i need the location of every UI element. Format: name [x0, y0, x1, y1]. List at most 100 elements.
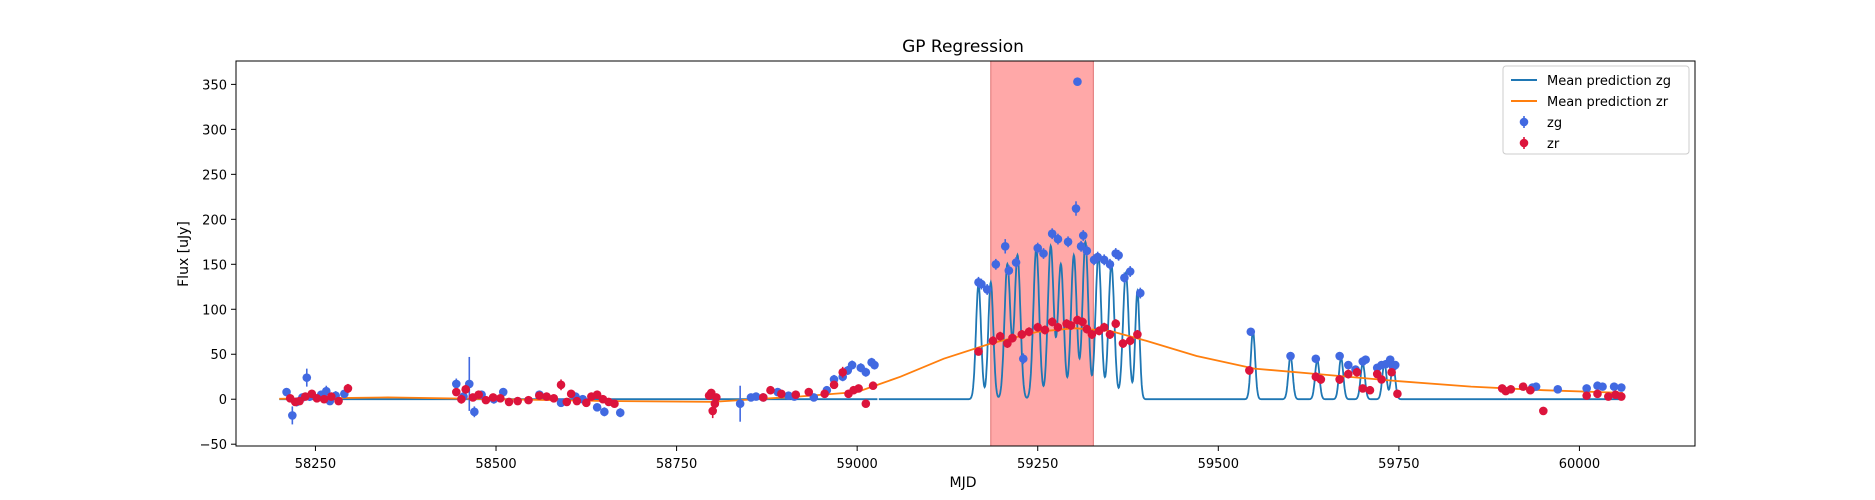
zr-marker [457, 394, 466, 404]
zr-point-5 [312, 394, 322, 403]
zg-point-72 [1335, 351, 1344, 361]
zr-point-24 [556, 379, 566, 391]
zr-marker [1033, 322, 1043, 332]
zr-point-68 [1087, 329, 1097, 339]
zr-point-39 [758, 393, 768, 402]
zg-marker [1609, 382, 1619, 391]
y-tick-label: 300 [202, 123, 227, 138]
zg-point-50 [1033, 242, 1043, 254]
zr-marker [1316, 375, 1326, 384]
zg-point-76 [1361, 355, 1370, 364]
zr-marker [820, 389, 829, 399]
zr-marker [712, 393, 721, 402]
zg-point-32 [809, 393, 819, 402]
zr-point-51 [868, 381, 878, 391]
zr-point-16 [488, 393, 498, 402]
y-tick-label: 200 [202, 213, 227, 228]
zg-point-53 [1053, 233, 1063, 245]
zg-marker [1344, 360, 1353, 370]
y-tick-label: 350 [202, 78, 227, 93]
zr-point-27 [572, 396, 582, 406]
zg-marker [321, 386, 331, 396]
zr-marker [461, 385, 470, 394]
zr-point-11 [457, 394, 466, 404]
zr-marker [1105, 330, 1115, 339]
zg-marker [302, 373, 312, 382]
zg-point-88 [1598, 382, 1607, 391]
zr-marker [1008, 333, 1017, 343]
zr-point-93 [1539, 406, 1548, 416]
zg-marker [600, 407, 609, 417]
zr-point-76 [1245, 365, 1254, 375]
zg-marker [809, 393, 819, 402]
zr-marker [535, 391, 544, 400]
zr-point-43 [804, 387, 814, 397]
zg-point-52 [1047, 228, 1057, 240]
zr-point-52 [974, 347, 983, 356]
zr-point-70 [1099, 322, 1109, 332]
zr-marker [343, 384, 353, 393]
zr-marker [988, 336, 998, 346]
zg-marker [982, 285, 992, 294]
zg-marker [1105, 259, 1115, 269]
zr-marker [1040, 325, 1050, 335]
zr-marker [524, 395, 533, 405]
zr-marker [566, 389, 576, 399]
zg-point-89 [1609, 382, 1619, 391]
zr-point-78 [1316, 374, 1326, 384]
zr-point-18 [504, 397, 514, 407]
zg-point-48 [1011, 257, 1021, 268]
zg-marker [1093, 252, 1102, 262]
chart-title: GP Regression [902, 37, 1024, 57]
zr-marker [1358, 384, 1368, 393]
zg-marker [1311, 354, 1321, 364]
y-tick-label: 150 [202, 258, 227, 273]
x-tick-label: 59500 [1198, 457, 1239, 472]
zg-marker [735, 399, 745, 409]
zg-marker [1125, 267, 1135, 276]
zr-point-41 [777, 389, 786, 399]
x-axis-label: MJD [950, 475, 977, 491]
zr-point-66 [1078, 317, 1087, 327]
zr-marker [1078, 317, 1087, 327]
zr-marker [1377, 375, 1386, 384]
zr-marker [556, 380, 566, 390]
zr-marker [1539, 406, 1548, 416]
zg-marker [1071, 204, 1081, 213]
zr-point-58 [1024, 327, 1034, 337]
zg-point-68 [1073, 77, 1082, 86]
zg-marker [1286, 351, 1295, 361]
y-tick-label: 0 [219, 393, 227, 408]
zr-marker [496, 394, 505, 403]
zg-marker [1361, 355, 1370, 364]
zr-point-14 [474, 390, 483, 400]
zr-marker [1344, 369, 1353, 379]
zr-marker [513, 396, 522, 406]
zr-marker [1118, 339, 1128, 348]
zr-point-25 [562, 397, 572, 407]
zr-point-95 [1593, 389, 1602, 399]
zr-marker [1393, 389, 1402, 399]
zr-point-67 [1082, 324, 1092, 334]
zr-point-23 [549, 394, 559, 403]
zr-marker [804, 387, 814, 397]
zg-marker [1000, 242, 1010, 251]
zr-point-56 [1008, 333, 1017, 343]
zr-marker [1518, 382, 1528, 391]
zr-point-87 [1393, 389, 1402, 399]
zr-marker [572, 396, 582, 406]
zg-marker [1073, 77, 1082, 86]
zr-marker [861, 399, 871, 409]
zr-point-86 [1387, 367, 1396, 377]
zg-point-80 [1385, 355, 1395, 364]
zg-point-0 [282, 387, 291, 397]
zr-marker [488, 393, 498, 402]
zg-point-23 [600, 407, 609, 417]
zg-point-61 [1099, 254, 1109, 266]
zr-point-90 [1506, 385, 1516, 394]
axes-frame [235, 60, 1696, 447]
plot-area: 58250 58500 58750 59000 59250 59500 59750 60000… [200, 60, 1696, 472]
zr-marker [791, 390, 801, 400]
zg-marker [1120, 273, 1129, 283]
